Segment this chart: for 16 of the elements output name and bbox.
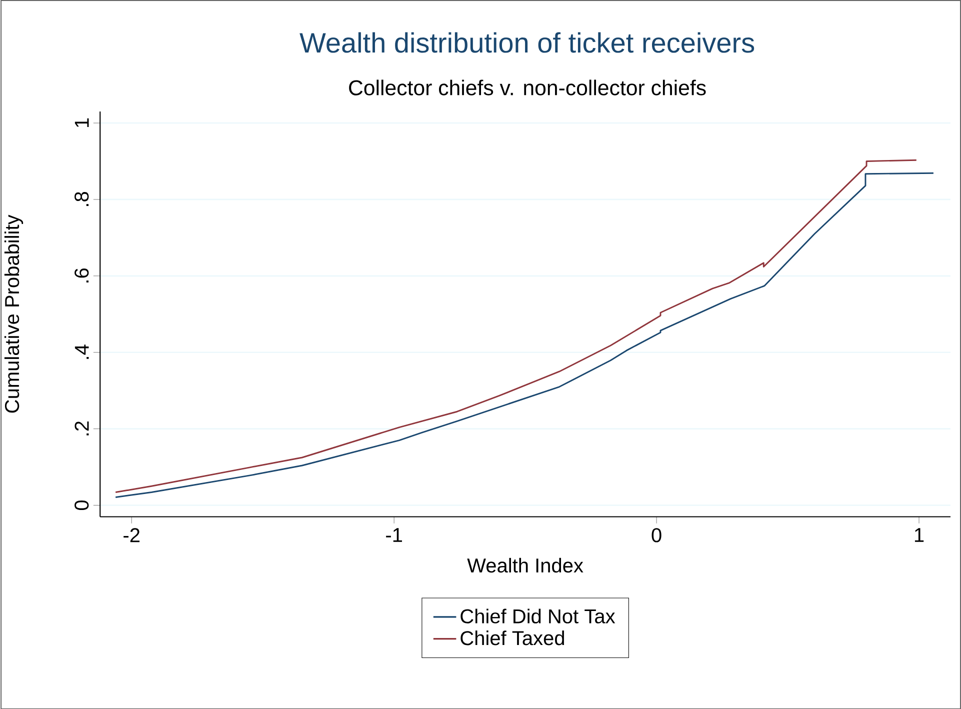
y-tick-label: .8 (74, 192, 89, 206)
x-tick-label: 0 (652, 528, 662, 542)
y-tick-label: 1 (74, 118, 89, 127)
legend-label: Chief Did Not Tax (460, 608, 616, 624)
chart-title: Wealth distribution of ticket receivers (300, 32, 754, 53)
y-axis-title: Cumulative Probability (4, 214, 24, 412)
legend-label: Chief Taxed (460, 630, 564, 646)
chart-subtitle: Collector chiefs v. non-collector chiefs (349, 80, 706, 96)
x-axis-title: Wealth Index (467, 558, 584, 572)
x-tick-label: -1 (386, 528, 402, 542)
x-tick-label: 1 (914, 528, 924, 542)
y-tick-label: .2 (74, 421, 89, 436)
y-tick-label: .4 (74, 344, 89, 359)
y-tick-label: .6 (74, 268, 89, 282)
x-tick-label: -2 (124, 528, 140, 542)
y-tick-label: 0 (74, 500, 89, 510)
